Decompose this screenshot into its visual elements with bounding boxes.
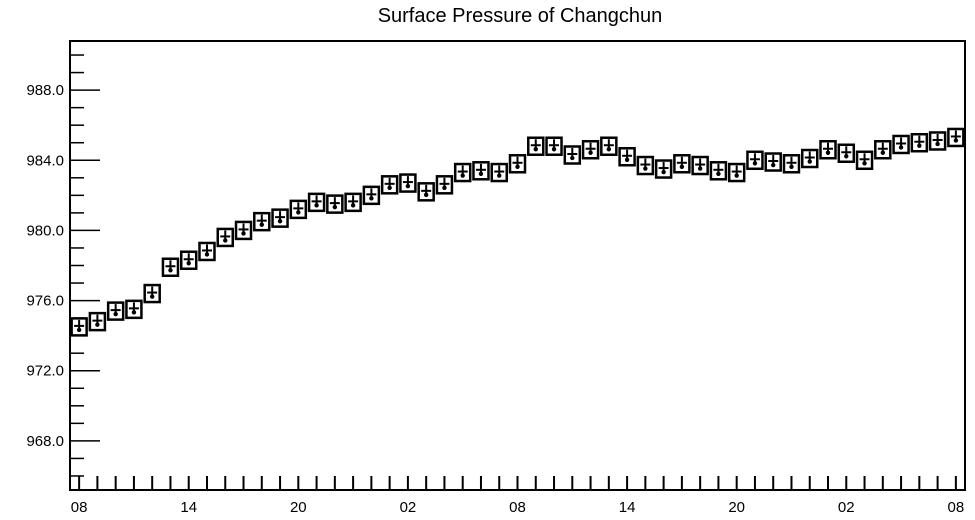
data-point (399, 173, 417, 193)
data-point (837, 143, 856, 163)
y-tick-label: 980.0 (26, 222, 64, 239)
data-point (198, 241, 216, 262)
data-point (618, 147, 636, 167)
data-point (326, 194, 344, 214)
data-point (727, 162, 746, 183)
chart-title: Surface Pressure of Changchun (378, 5, 663, 27)
x-tick-label: 02 (400, 499, 417, 516)
data-point (417, 182, 435, 202)
y-tick-label: 968.0 (26, 433, 64, 450)
data-series (70, 127, 965, 337)
data-point (928, 131, 947, 151)
data-point (472, 161, 490, 181)
data-point (106, 301, 125, 321)
data-point (636, 155, 655, 176)
data-point (800, 148, 819, 169)
x-tick-label: 14 (180, 499, 197, 516)
data-point (271, 208, 289, 228)
data-point (581, 139, 600, 160)
data-point (746, 150, 764, 171)
data-point (545, 136, 563, 156)
data-point (143, 283, 161, 304)
x-tick-label: 08 (948, 499, 965, 516)
x-tick-label: 14 (619, 499, 636, 516)
x-tick-label: 02 (838, 499, 855, 516)
data-point (673, 154, 691, 174)
y-tick-label: 972.0 (26, 363, 64, 380)
data-point (453, 162, 472, 183)
data-point (782, 154, 801, 174)
data-point (380, 175, 399, 195)
data-point (691, 155, 709, 176)
data-point (855, 150, 874, 171)
y-tick-label: 976.0 (26, 293, 64, 310)
data-point (234, 220, 253, 241)
data-point (88, 311, 107, 332)
y-axis: 968.0 972.0 976.0 980.0 984.0 988.0 (26, 54, 100, 477)
data-point (654, 159, 673, 179)
x-tick-label: 08 (71, 499, 88, 516)
x-axis: 08 14 20 02 08 14 20 02 08 (71, 476, 964, 516)
plot-frame (69, 40, 966, 491)
data-point (161, 257, 180, 278)
data-point (362, 185, 381, 206)
x-tick-label: 20 (728, 499, 745, 516)
data-point (709, 161, 728, 181)
data-point (490, 162, 508, 183)
data-point (125, 299, 143, 320)
data-point (527, 136, 545, 156)
data-point (600, 136, 618, 156)
data-point (819, 139, 837, 160)
data-point (947, 127, 965, 148)
y-tick-label: 988.0 (26, 82, 64, 99)
data-point (508, 154, 527, 174)
data-point (307, 192, 326, 213)
data-point (344, 192, 362, 213)
x-tick-label: 08 (509, 499, 526, 516)
data-point (892, 134, 910, 155)
data-point (563, 145, 582, 165)
data-point (216, 227, 235, 248)
data-point (70, 317, 88, 337)
data-point (289, 199, 308, 220)
y-tick-label: 984.0 (26, 152, 64, 169)
data-point (435, 175, 454, 195)
x-tick-label: 20 (290, 499, 307, 516)
data-point (253, 211, 271, 232)
data-point (910, 132, 929, 153)
data-point (874, 139, 892, 160)
data-point (179, 250, 198, 270)
data-point (764, 152, 782, 172)
